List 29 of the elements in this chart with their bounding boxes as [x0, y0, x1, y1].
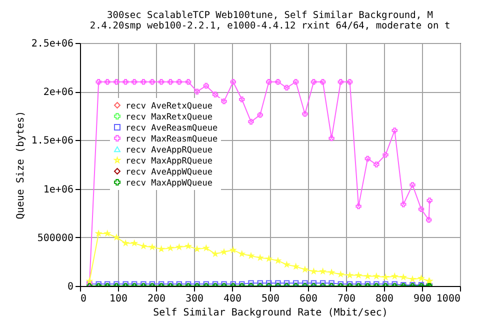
x-tick-label: 500: [261, 294, 280, 304]
y-tick-label: 2e+06: [43, 87, 74, 98]
legend-label: recv AveReasmQueue: [126, 123, 218, 134]
legend-label: recv MaxRetxQueue: [126, 112, 212, 122]
x-tick-label: 200: [147, 294, 166, 304]
y-tick-label: 500000: [37, 232, 74, 244]
x-tick-label: 1000: [436, 294, 460, 304]
x-tick-label: 400: [223, 294, 242, 304]
y-tick-label: 1e+06: [43, 184, 74, 196]
x-axis-title: Self Similar Background Rate (Mbit/sec): [153, 308, 388, 318]
y-tick-label: 2.5e+06: [31, 38, 74, 50]
y-axis-title: Queue Size (bytes): [15, 110, 26, 220]
x-tick-label: 600: [299, 294, 318, 304]
legend-label: recv MaxAppWQueue: [126, 178, 212, 188]
x-tick-label: 0: [80, 294, 87, 304]
x-tick-label: 900: [413, 294, 432, 304]
y-tick-label: 0: [67, 282, 74, 292]
legend-label: recv MaxAppRQueue: [126, 156, 212, 166]
legend-label: recv MaxReasmQueue: [126, 134, 218, 144]
chart-subtitle: 2.4.20smp web100-2.2.1, e1000-4.4.12 rxint 64/64, moderate on t: [90, 20, 450, 32]
y-tick-label: 1.5e+06: [31, 136, 74, 147]
legend-label: recv AveAppRQueue: [126, 145, 212, 156]
legend-label: recv AveAppWQueue: [126, 167, 212, 178]
x-tick-label: 800: [375, 294, 394, 304]
x-tick-label: 100: [109, 294, 128, 304]
chart-title: 300sec ScalableTCP Web100tune, Self Similar Background, M: [106, 10, 434, 21]
x-tick-label: 700: [337, 294, 356, 304]
x-tick-label: 300: [185, 294, 204, 304]
legend-label: recv AveRetxQueue: [126, 101, 212, 112]
